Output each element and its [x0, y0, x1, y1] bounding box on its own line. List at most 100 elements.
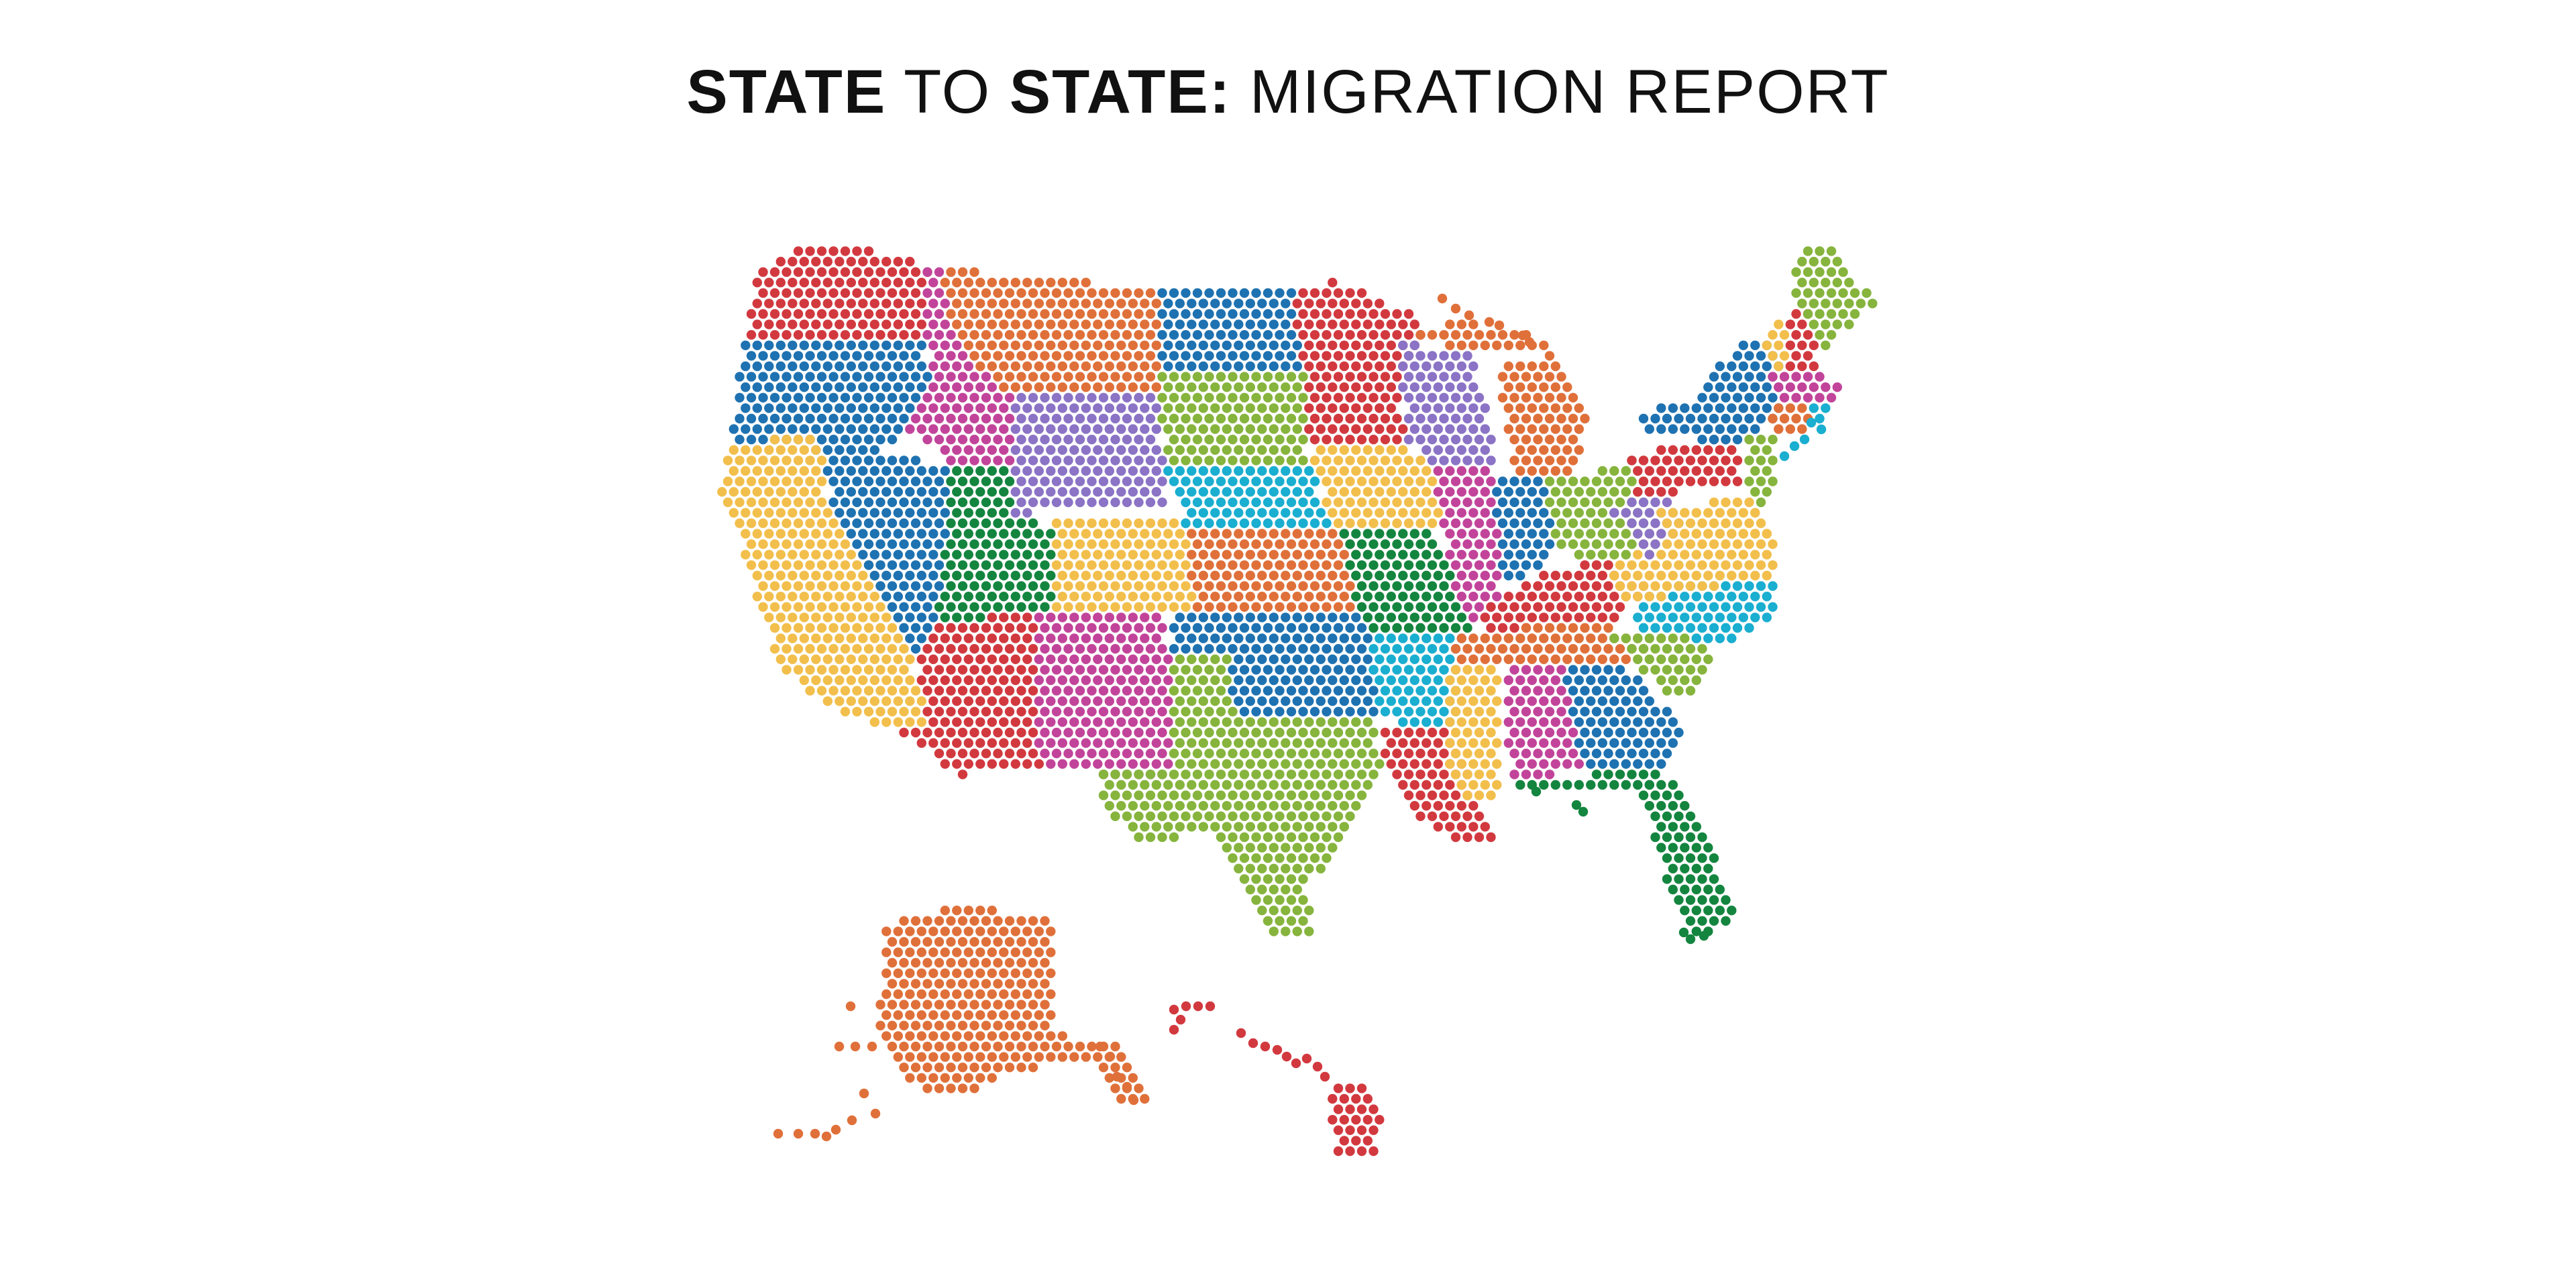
map-dot	[1234, 654, 1244, 664]
map-dot	[1292, 592, 1303, 602]
map-dot	[1562, 612, 1572, 623]
map-dot	[1521, 706, 1532, 717]
map-dot	[981, 309, 991, 319]
map-dot	[1309, 727, 1320, 738]
map-dot	[822, 424, 833, 434]
map-dot	[1468, 340, 1479, 350]
map-dot	[1298, 413, 1308, 424]
map-dot	[1398, 445, 1408, 455]
map-dot	[1403, 665, 1414, 675]
map-dot	[916, 278, 927, 288]
map-dot	[805, 267, 815, 277]
map-dot	[1821, 299, 1831, 309]
map-dot	[764, 508, 774, 518]
map-dot	[1403, 351, 1414, 361]
map-dot	[1362, 1115, 1373, 1125]
map-dot	[981, 623, 991, 633]
map-dot	[1544, 435, 1555, 445]
map-dot	[963, 445, 974, 455]
map-dot	[1375, 696, 1385, 706]
map-dot	[1257, 508, 1267, 518]
map-dot	[1093, 654, 1103, 664]
map-dot	[1069, 403, 1079, 413]
map-dot	[1368, 749, 1379, 759]
map-dot	[1022, 654, 1032, 664]
map-dot	[952, 759, 962, 769]
map-dot	[1509, 455, 1519, 466]
map-dot	[775, 549, 786, 559]
map-dot	[905, 654, 915, 664]
map-dot	[1163, 549, 1173, 559]
map-dot	[840, 518, 851, 529]
map-dot	[922, 686, 932, 696]
map-dot	[1662, 560, 1672, 570]
map-dot	[893, 654, 904, 664]
map-dot	[1028, 1063, 1038, 1073]
map-dot	[1697, 853, 1707, 863]
map-dot	[1415, 497, 1426, 507]
map-dot	[1122, 581, 1132, 591]
map-dot	[1762, 382, 1772, 392]
map-dot	[1328, 487, 1338, 497]
map-dot	[957, 958, 968, 968]
map-dot	[1668, 570, 1678, 581]
map-dot	[1257, 612, 1267, 623]
map-dot	[1157, 392, 1167, 402]
map-dot	[899, 665, 909, 675]
map-dot	[1868, 299, 1878, 309]
map-dot	[1110, 330, 1120, 340]
map-dot	[1057, 717, 1068, 727]
map-dot	[1081, 549, 1091, 559]
map-dot	[1116, 319, 1126, 329]
map-dot	[963, 403, 974, 413]
map-dot	[1163, 466, 1173, 476]
map-dot	[793, 644, 804, 654]
map-dot	[1157, 455, 1167, 466]
map-dot	[922, 497, 932, 507]
map-dot	[1450, 832, 1461, 843]
map-dot	[952, 570, 962, 581]
map-dot	[863, 392, 874, 402]
map-dot	[1263, 539, 1273, 549]
map-dot	[1251, 727, 1261, 738]
map-dot	[1409, 529, 1419, 539]
map-dot	[1615, 602, 1625, 612]
map-dot	[1272, 1044, 1283, 1055]
map-dot	[905, 570, 915, 581]
map-dot	[816, 581, 827, 591]
map-dot	[1409, 801, 1419, 811]
map-dot	[1081, 487, 1091, 497]
map-dot	[987, 570, 998, 581]
map-dot	[1192, 455, 1203, 466]
map-dot	[999, 466, 1009, 476]
map-dot	[893, 403, 904, 413]
map-dot	[1057, 487, 1068, 497]
map-dot	[1228, 727, 1238, 738]
map-dot	[869, 529, 880, 539]
map-dot	[1633, 738, 1643, 748]
map-dot	[1568, 497, 1578, 507]
map-dot	[1081, 361, 1091, 372]
map-dot	[1574, 570, 1584, 581]
map-dot	[758, 372, 768, 382]
map-dot	[957, 1041, 968, 1052]
map-dot	[1322, 288, 1332, 298]
map-dot	[1098, 539, 1109, 549]
map-dot	[981, 351, 991, 361]
map-dot	[1492, 759, 1502, 769]
map-dot	[1527, 487, 1537, 497]
map-dot	[852, 288, 862, 298]
map-dot	[1480, 487, 1490, 497]
map-dot	[875, 372, 885, 382]
map-dot	[1046, 926, 1056, 936]
map-dot	[1468, 382, 1479, 392]
map-dot	[999, 675, 1009, 686]
map-dot	[1081, 278, 1091, 288]
map-dot	[1633, 759, 1643, 769]
map-dot	[910, 267, 921, 277]
map-dot	[1662, 790, 1672, 800]
map-dot	[993, 455, 1003, 466]
map-dot	[1680, 801, 1690, 811]
map-dot	[1574, 612, 1584, 623]
map-dot	[1779, 351, 1790, 361]
